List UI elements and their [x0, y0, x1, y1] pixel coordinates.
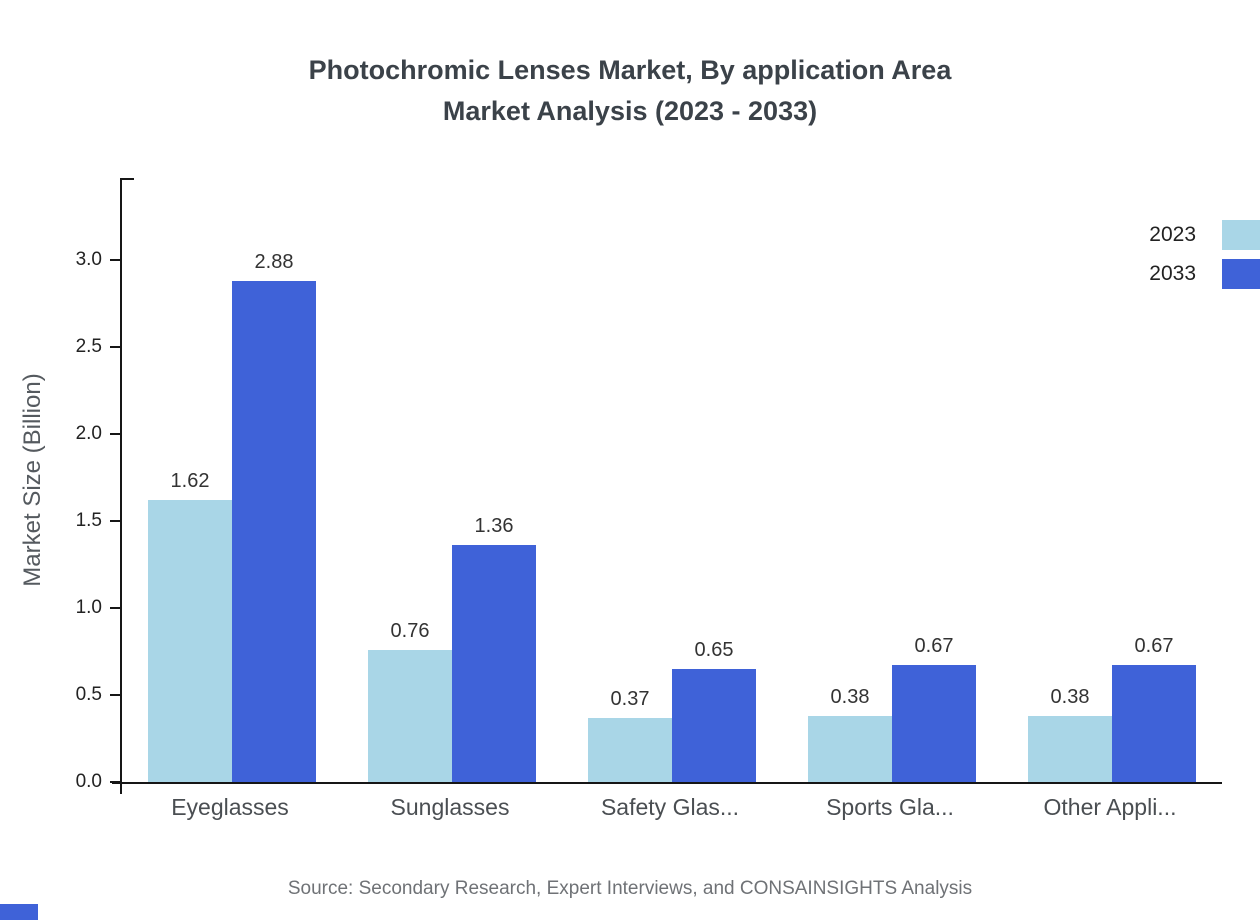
y-tick-mark	[110, 345, 120, 348]
bar-group: 0.38 0.67	[782, 178, 1002, 782]
y-axis-top-cap	[122, 178, 134, 180]
x-category-label: Sunglasses	[390, 794, 510, 820]
y-tick-mark	[110, 432, 120, 435]
bar-value-label: 0.65	[694, 638, 734, 661]
bar-value-label: 0.67	[914, 635, 954, 658]
legend-swatch	[1222, 220, 1260, 250]
bar-2023: 0.37	[588, 688, 672, 782]
bar-group: 0.37 0.65	[562, 178, 782, 782]
bar-2033: 0.67	[1112, 635, 1196, 782]
bar-value-label: 0.38	[830, 685, 870, 708]
legend-swatch	[1222, 259, 1260, 289]
legend: 2023 2033	[1149, 220, 1260, 289]
plot-area: 0.0 0.5 1.0 1.5 2.0 2.5 3.0 1.62 2.88 0.76 1.36 0.3…	[76, 178, 1222, 794]
y-tick-label: 2.5	[75, 335, 102, 357]
y-tick-mark	[110, 519, 120, 522]
x-category-label: Eyeglasses	[171, 794, 289, 820]
source-note: Source: Secondary Research, Expert Inter…	[287, 878, 973, 899]
chart-title: Photochromic Lenses Market, By applicati…	[0, 50, 1260, 132]
y-tick-label: 2.0	[75, 422, 102, 444]
y-tick-mark	[110, 693, 120, 696]
legend-label: 2023	[1149, 223, 1196, 246]
bar-2023: 0.76	[368, 620, 452, 782]
y-tick-label: 0.5	[75, 683, 102, 705]
y-tick-mark	[110, 606, 120, 609]
bar-value-label: 0.37	[610, 687, 650, 710]
bar-value-label: 1.62	[170, 470, 210, 493]
y-tick-label: 1.5	[75, 509, 102, 531]
bar-2033: 1.36	[452, 515, 536, 782]
bar-2033: 0.67	[892, 635, 976, 782]
chart-title-line-1: Photochromic Lenses Market, By applicati…	[308, 55, 952, 85]
x-category-label: Sports Gla...	[826, 794, 954, 820]
bar-group: 0.76 1.36	[342, 178, 562, 782]
bar-groups: 1.62 2.88 0.76 1.36 0.37 0.65 0.38 0.67 0.38 0.67	[122, 178, 1222, 782]
y-tick-mark	[110, 258, 120, 261]
x-category-label: Safety Glas...	[600, 794, 740, 820]
bar-value-label: 0.67	[1134, 635, 1174, 658]
bar-value-label: 0.76	[390, 619, 430, 642]
bar-group: 0.38 0.67	[1002, 178, 1222, 782]
y-axis-label: Market Size (Billion)	[19, 373, 46, 587]
legend-item-2033: 2033	[1149, 259, 1260, 289]
bar-2033: 2.88	[232, 251, 316, 782]
bar-2033: 0.65	[672, 639, 756, 782]
legend-label: 2033	[1149, 262, 1196, 285]
bar-value-label: 0.38	[1050, 685, 1090, 708]
bar-group: 1.62 2.88	[122, 178, 342, 782]
legend-item-2023: 2023	[1149, 220, 1260, 250]
y-tick-label: 0.0	[75, 771, 102, 792]
x-category-label: Other Appli...	[1043, 794, 1177, 820]
bar-2023: 0.38	[808, 686, 892, 782]
bar-2023: 0.38	[1028, 686, 1112, 782]
corner-brand-mark	[0, 904, 38, 920]
bar-value-label: 2.88	[254, 250, 294, 273]
y-tick-label: 1.0	[75, 596, 102, 618]
chart-title-line-2: Market Analysis (2023 - 2033)	[442, 96, 818, 126]
bar-2023: 1.62	[148, 470, 232, 782]
y-tick-mark	[110, 781, 120, 783]
x-axis-category-labels: Eyeglasses Sunglasses Safety Glas... Sports…	[120, 794, 1220, 821]
bar-value-label: 1.36	[474, 515, 514, 538]
y-tick-label: 3.0	[75, 248, 102, 270]
